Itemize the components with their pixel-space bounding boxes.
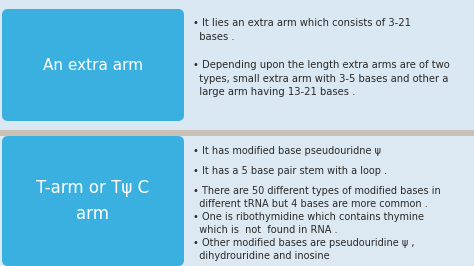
Text: • Other modified bases are pseudouridine ψ ,
  dihydrouridine and inosine: • Other modified bases are pseudouridine… [193, 238, 414, 261]
Text: • Depending upon the length extra arms are of two
  types, small extra arm with : • Depending upon the length extra arms a… [193, 60, 450, 97]
Text: • It has modified base pseudouridne ψ: • It has modified base pseudouridne ψ [193, 146, 381, 156]
FancyBboxPatch shape [2, 9, 184, 121]
FancyBboxPatch shape [2, 136, 184, 266]
Text: • There are 50 different types of modified bases in
  different tRNA but 4 bases: • There are 50 different types of modifi… [193, 186, 441, 209]
Bar [0, 0, 474, 130]
Text: T-arm or Tψ C
arm: T-arm or Tψ C arm [36, 179, 150, 223]
Text: • One is ribothymidine which contains thymine
  which is  not  found in RNA .: • One is ribothymidine which contains th… [193, 212, 424, 235]
Text: • It has a 5 base pair stem with a loop .: • It has a 5 base pair stem with a loop … [193, 166, 387, 176]
Bar [0, 136, 474, 266]
Text: An extra arm: An extra arm [43, 57, 143, 73]
Text: • It lies an extra arm which consists of 3-21
  bases .: • It lies an extra arm which consists of… [193, 18, 411, 41]
